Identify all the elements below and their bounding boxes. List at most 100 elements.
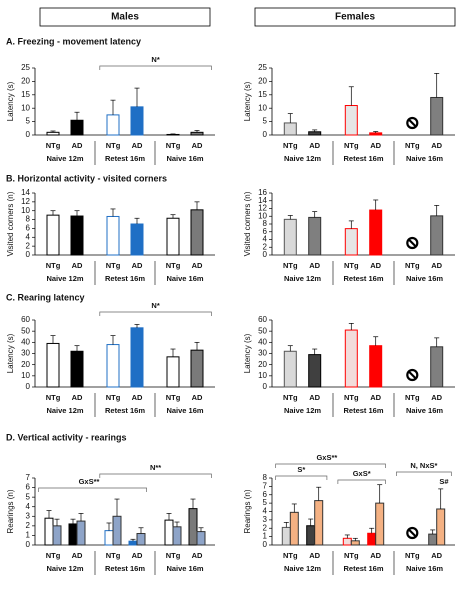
x-tick-label: AD [132, 141, 143, 150]
x-tick-label: NTg [405, 141, 420, 150]
bar [46, 342, 60, 388]
y-tick-label: 3 [263, 515, 268, 524]
no-data-symbol [406, 236, 419, 250]
bar [166, 133, 180, 136]
bar [136, 533, 146, 546]
x-tick-label: NTg [106, 393, 121, 402]
bar [196, 531, 206, 546]
bar [369, 209, 383, 256]
group-label: Naive 12m [46, 154, 83, 163]
bar [367, 532, 377, 546]
bar [283, 218, 297, 256]
annotation: GxS* [353, 469, 371, 478]
y-tick-label: 5 [263, 117, 268, 126]
bar [342, 537, 352, 546]
bar [281, 526, 291, 546]
group-label: Naive 12m [284, 406, 321, 415]
annotation: N* [151, 55, 159, 64]
bar [436, 508, 446, 546]
bar [166, 217, 180, 256]
no-data-symbol [406, 368, 419, 382]
y-tick-label: 6 [26, 224, 31, 233]
annotation: N, NxS* [410, 461, 437, 470]
y-tick-label: 0 [263, 382, 268, 391]
y-axis-label: Latency (s) [243, 333, 252, 373]
y-tick-label: 10 [258, 371, 267, 380]
bar [344, 228, 358, 256]
group-label: Retest 16m [343, 274, 383, 283]
x-tick-label: AD [370, 261, 381, 270]
bar [308, 216, 322, 256]
y-tick-label: 15 [258, 90, 267, 99]
x-tick-label: AD [431, 393, 442, 402]
bar [308, 354, 322, 388]
group-label: Naive 16m [406, 274, 443, 283]
x-tick-label: AD [309, 141, 320, 150]
bracket [99, 65, 212, 70]
group-label: Naive 16m [406, 564, 443, 573]
x-tick-label: NTg [283, 141, 298, 150]
bracket [337, 479, 386, 484]
y-tick-label: 0 [263, 540, 268, 549]
no-data-symbol [406, 526, 419, 540]
group-label: Naive 12m [46, 564, 83, 573]
bar [130, 106, 144, 136]
y-tick-label: 0 [263, 250, 268, 259]
x-tick-label: NTg [283, 393, 298, 402]
x-tick-label: AD [132, 551, 143, 560]
y-tick-label: 5 [26, 492, 31, 501]
section-title: A. Freezing - movement latency [6, 36, 141, 46]
y-axis-label: Latency (s) [243, 81, 252, 121]
y-tick-label: 6 [263, 227, 268, 236]
x-tick-label: NTg [46, 551, 61, 560]
group-label: Naive 12m [284, 154, 321, 163]
x-tick-label: AD [72, 141, 83, 150]
bar [369, 345, 383, 388]
group-label: Naive 12m [284, 274, 321, 283]
annotation: S# [439, 477, 449, 486]
y-tick-label: 3 [26, 511, 31, 520]
group-label: Retest 16m [105, 406, 145, 415]
x-tick-label: AD [431, 141, 442, 150]
bracket [99, 473, 212, 478]
annotation: S* [297, 465, 305, 474]
y-tick-label: 50 [258, 326, 267, 335]
no-data-symbol [408, 528, 417, 538]
x-tick-label: AD [370, 393, 381, 402]
no-data-symbol [408, 118, 417, 128]
header-box [254, 7, 456, 27]
x-tick-label: AD [72, 551, 83, 560]
x-tick-label: NTg [344, 141, 359, 150]
y-axis-label: Latency (s) [6, 333, 15, 373]
bar [190, 209, 204, 256]
annotation: GxS** [316, 453, 337, 462]
bar [106, 114, 120, 136]
bar [369, 132, 383, 136]
x-tick-label: NTg [344, 261, 359, 270]
x-tick-label: AD [192, 141, 203, 150]
group-label: Naive 16m [166, 564, 203, 573]
x-tick-label: NTg [46, 261, 61, 270]
y-tick-label: 8 [26, 215, 31, 224]
x-tick-label: NTg [405, 551, 420, 560]
bar [314, 500, 324, 546]
header: Males [111, 12, 139, 23]
bracket [396, 471, 452, 476]
y-tick-label: 16 [258, 188, 267, 197]
bar [190, 131, 204, 136]
y-tick-label: 5 [26, 117, 31, 126]
bar [283, 350, 297, 388]
y-tick-label: 25 [258, 63, 267, 72]
y-tick-label: 25 [21, 63, 30, 72]
y-tick-label: 0 [26, 250, 31, 259]
bar [430, 346, 444, 388]
no-data-symbol [408, 370, 417, 380]
y-tick-label: 0 [263, 130, 268, 139]
group-label: Naive 16m [166, 406, 203, 415]
y-axis-label: Visited corners (n) [6, 191, 15, 256]
x-tick-label: NTg [166, 141, 181, 150]
x-tick-label: NTg [405, 261, 420, 270]
y-tick-label: 10 [21, 371, 30, 380]
bar [166, 356, 180, 388]
x-tick-label: NTg [106, 551, 121, 560]
